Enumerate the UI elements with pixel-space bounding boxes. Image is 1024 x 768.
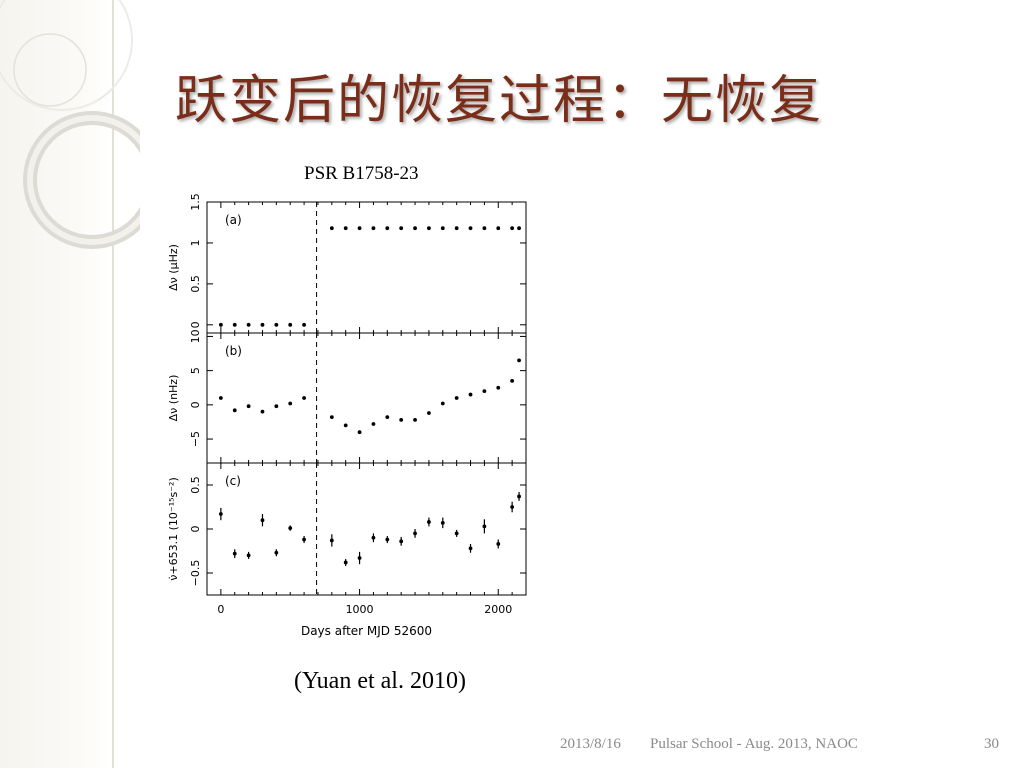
panel-label: (b) (225, 344, 242, 358)
data-point (274, 404, 279, 409)
data-point (413, 531, 417, 536)
y-tick-label: 0 (189, 526, 202, 533)
data-point (454, 226, 459, 231)
data-point (357, 556, 362, 560)
data-point (288, 526, 293, 531)
panel-frame (206, 462, 527, 596)
data-point (218, 512, 223, 516)
data-point (468, 226, 473, 231)
data-point (232, 322, 237, 327)
data-point (288, 322, 293, 327)
data-point (427, 226, 431, 231)
y-tick-label: 0.5 (189, 275, 202, 293)
data-point (246, 553, 251, 558)
data-point (260, 409, 265, 414)
panel-frame (206, 332, 527, 464)
y-tick-label: 0.5 (189, 476, 202, 494)
data-point (302, 322, 306, 327)
data-point (329, 538, 334, 543)
data-point (482, 524, 487, 529)
y-tick-label: 10 (189, 329, 202, 343)
data-point (496, 226, 501, 231)
data-point (218, 396, 223, 400)
data-point (260, 518, 265, 523)
data-point (399, 539, 404, 544)
data-point (246, 404, 251, 409)
data-point (329, 415, 334, 420)
slide-title: 跃变后的恢复过程：无恢复 (175, 71, 824, 131)
panel-frame (206, 201, 527, 334)
sidebar-divider (112, 0, 114, 768)
data-point (510, 378, 515, 383)
data-point (517, 226, 521, 231)
data-point (510, 226, 515, 231)
data-point (399, 417, 404, 422)
x-tick-label: 2000 (484, 603, 512, 616)
y-axis-label: ν̇+653.1 (10⁻¹⁵s⁻²) (167, 477, 180, 581)
y-tick-label: 5 (189, 367, 202, 374)
citation: (Yuan et al. 2010) (294, 668, 466, 694)
y-tick-label: 1.5 (189, 193, 202, 211)
data-point (440, 401, 445, 406)
data-point (371, 422, 376, 426)
data-point (496, 385, 501, 390)
data-point (482, 389, 487, 394)
data-point (218, 322, 223, 327)
y-tick-label: −0.5 (189, 560, 202, 587)
data-point (232, 408, 237, 413)
data-point (302, 396, 306, 400)
x-tick-label: 1000 (346, 603, 374, 616)
data-point (413, 226, 417, 231)
data-point (440, 520, 445, 525)
data-point (343, 226, 348, 231)
x-tick-label: 0 (217, 603, 224, 616)
data-point (343, 560, 348, 565)
data-point (399, 226, 404, 231)
y-tick-label: −5 (189, 431, 202, 447)
page-number: 30 (984, 736, 999, 752)
data-point (517, 494, 521, 499)
data-point (440, 226, 445, 231)
y-axis-label: Δν (μHz) (167, 244, 180, 291)
data-point (468, 392, 473, 397)
panel-label: (a) (225, 213, 242, 227)
data-point (454, 396, 459, 400)
pulsar-label: PSR B1758-23 (304, 163, 419, 184)
footer-event: Pulsar School - Aug. 2013, NAOC (650, 736, 858, 752)
data-point (357, 226, 362, 231)
data-point (517, 358, 521, 363)
data-point (357, 430, 362, 435)
panel-label: (c) (225, 474, 241, 488)
data-point (385, 415, 390, 420)
chart-figure: 0 0.5 1 1.5 Δν (μHz) (a) −5 0 5 10 Δν (nHz) (b) −0.5… (167, 193, 527, 638)
y-tick-label: 1 (189, 239, 202, 246)
data-point (371, 535, 376, 540)
data-point (274, 550, 279, 555)
data-point (288, 401, 293, 406)
data-point (302, 537, 306, 542)
data-point (510, 505, 515, 509)
data-point (371, 226, 376, 231)
data-point (496, 542, 501, 546)
data-point (274, 322, 279, 327)
y-tick-label: 0 (189, 401, 202, 408)
data-point (427, 520, 431, 524)
footer-date: 2013/8/16 (560, 736, 621, 752)
data-point (385, 226, 390, 231)
x-axis-label: Days after MJD 52600 (301, 624, 432, 638)
decorative-rings (0, 0, 140, 249)
data-point (454, 531, 459, 536)
data-point (329, 226, 334, 231)
data-point (343, 423, 348, 428)
y-tick-label: 0 (189, 321, 202, 328)
y-axis-label: Δν (nHz) (167, 375, 180, 422)
data-point (413, 417, 417, 422)
data-point (246, 322, 251, 327)
data-point (232, 551, 237, 556)
data-point (427, 411, 431, 415)
data-point (482, 226, 487, 231)
data-point (468, 546, 473, 551)
data-point (260, 322, 265, 327)
data-point (385, 537, 390, 542)
